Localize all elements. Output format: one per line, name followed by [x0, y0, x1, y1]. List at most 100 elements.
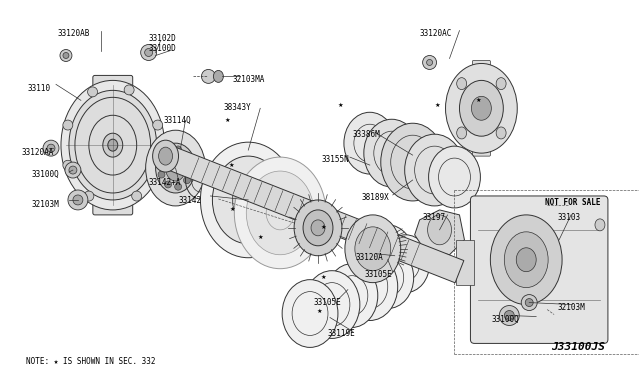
Ellipse shape	[187, 164, 194, 171]
Text: ★: ★	[320, 275, 326, 280]
Ellipse shape	[63, 120, 73, 130]
Text: 33102D: 33102D	[148, 33, 177, 42]
Ellipse shape	[422, 55, 436, 70]
Text: ★: ★	[337, 103, 343, 108]
Ellipse shape	[65, 162, 81, 178]
Text: 38343Y: 38343Y	[223, 103, 251, 112]
Text: ★: ★	[225, 118, 230, 123]
Text: 33155N: 33155N	[322, 155, 349, 164]
Ellipse shape	[88, 87, 97, 97]
Ellipse shape	[516, 248, 536, 272]
Ellipse shape	[84, 191, 94, 201]
Ellipse shape	[496, 127, 506, 139]
Ellipse shape	[428, 215, 451, 245]
Ellipse shape	[504, 232, 548, 288]
Ellipse shape	[381, 123, 445, 201]
Ellipse shape	[294, 200, 342, 256]
Ellipse shape	[159, 147, 173, 165]
Text: 32103M: 32103M	[557, 302, 585, 312]
FancyBboxPatch shape	[470, 196, 608, 343]
Ellipse shape	[158, 158, 165, 165]
Ellipse shape	[525, 299, 533, 307]
Ellipse shape	[521, 295, 537, 311]
Ellipse shape	[154, 155, 164, 165]
Ellipse shape	[212, 156, 284, 244]
Text: 33105E: 33105E	[365, 270, 392, 279]
Text: 32103M: 32103M	[31, 200, 59, 209]
FancyBboxPatch shape	[472, 144, 490, 156]
Text: 33103: 33103	[557, 213, 580, 222]
Ellipse shape	[145, 48, 152, 57]
Ellipse shape	[156, 143, 195, 193]
Ellipse shape	[382, 235, 429, 293]
Ellipse shape	[146, 130, 205, 206]
Ellipse shape	[132, 191, 141, 201]
Ellipse shape	[152, 140, 179, 172]
FancyBboxPatch shape	[93, 195, 132, 215]
Ellipse shape	[69, 90, 157, 200]
Ellipse shape	[61, 80, 164, 210]
Ellipse shape	[47, 144, 55, 152]
Ellipse shape	[60, 49, 72, 61]
Text: ★: ★	[230, 208, 235, 212]
Ellipse shape	[164, 181, 172, 188]
Ellipse shape	[175, 146, 182, 153]
Text: J33100JS: J33100JS	[551, 342, 605, 352]
Text: 33100D: 33100D	[148, 44, 177, 52]
Ellipse shape	[184, 177, 191, 184]
Ellipse shape	[326, 264, 378, 327]
Ellipse shape	[164, 148, 172, 155]
Ellipse shape	[429, 146, 481, 208]
Text: 33100Q: 33100Q	[31, 170, 59, 179]
Ellipse shape	[103, 133, 123, 157]
Ellipse shape	[362, 225, 413, 286]
Text: 33386M: 33386M	[353, 130, 381, 139]
Text: 33142+A: 33142+A	[148, 178, 181, 187]
Ellipse shape	[303, 210, 333, 246]
Ellipse shape	[108, 139, 118, 151]
Ellipse shape	[460, 80, 503, 136]
FancyBboxPatch shape	[93, 76, 132, 95]
Text: 33105E: 33105E	[313, 298, 340, 307]
Ellipse shape	[504, 311, 515, 321]
Text: 33120AB: 33120AB	[58, 29, 90, 38]
Text: ★: ★	[228, 163, 234, 167]
Ellipse shape	[345, 215, 401, 283]
Ellipse shape	[158, 171, 165, 178]
Text: 33100Q: 33100Q	[492, 314, 519, 324]
Ellipse shape	[73, 195, 83, 205]
Text: ★: ★	[320, 225, 326, 230]
Text: ★: ★	[316, 309, 322, 314]
Ellipse shape	[355, 227, 391, 271]
Ellipse shape	[282, 280, 338, 347]
Ellipse shape	[213, 70, 223, 82]
Text: 32103MA: 32103MA	[232, 76, 265, 84]
Ellipse shape	[490, 215, 562, 305]
Text: 33120AC: 33120AC	[420, 29, 452, 38]
Text: ★: ★	[476, 98, 481, 103]
Ellipse shape	[342, 253, 397, 321]
Text: 33114Q: 33114Q	[164, 116, 191, 125]
Ellipse shape	[166, 155, 186, 181]
Ellipse shape	[200, 142, 296, 258]
Ellipse shape	[153, 120, 163, 130]
Text: 38189X: 38189X	[362, 193, 390, 202]
Text: NOTE: ★ IS SHOWN IN SEC. 332: NOTE: ★ IS SHOWN IN SEC. 332	[26, 357, 156, 366]
Ellipse shape	[499, 305, 519, 326]
Ellipse shape	[69, 166, 77, 174]
Ellipse shape	[311, 220, 325, 236]
Text: 33120A: 33120A	[356, 253, 383, 262]
Ellipse shape	[234, 157, 326, 269]
Ellipse shape	[141, 45, 157, 61]
Text: 33120AA: 33120AA	[21, 148, 54, 157]
Ellipse shape	[404, 134, 465, 206]
FancyBboxPatch shape	[472, 61, 490, 73]
Text: ★: ★	[435, 103, 440, 108]
Ellipse shape	[457, 78, 467, 90]
Ellipse shape	[202, 70, 216, 83]
Text: ★: ★	[257, 235, 263, 240]
Ellipse shape	[184, 153, 191, 159]
Ellipse shape	[304, 271, 360, 339]
Ellipse shape	[232, 180, 264, 220]
Ellipse shape	[445, 64, 517, 153]
